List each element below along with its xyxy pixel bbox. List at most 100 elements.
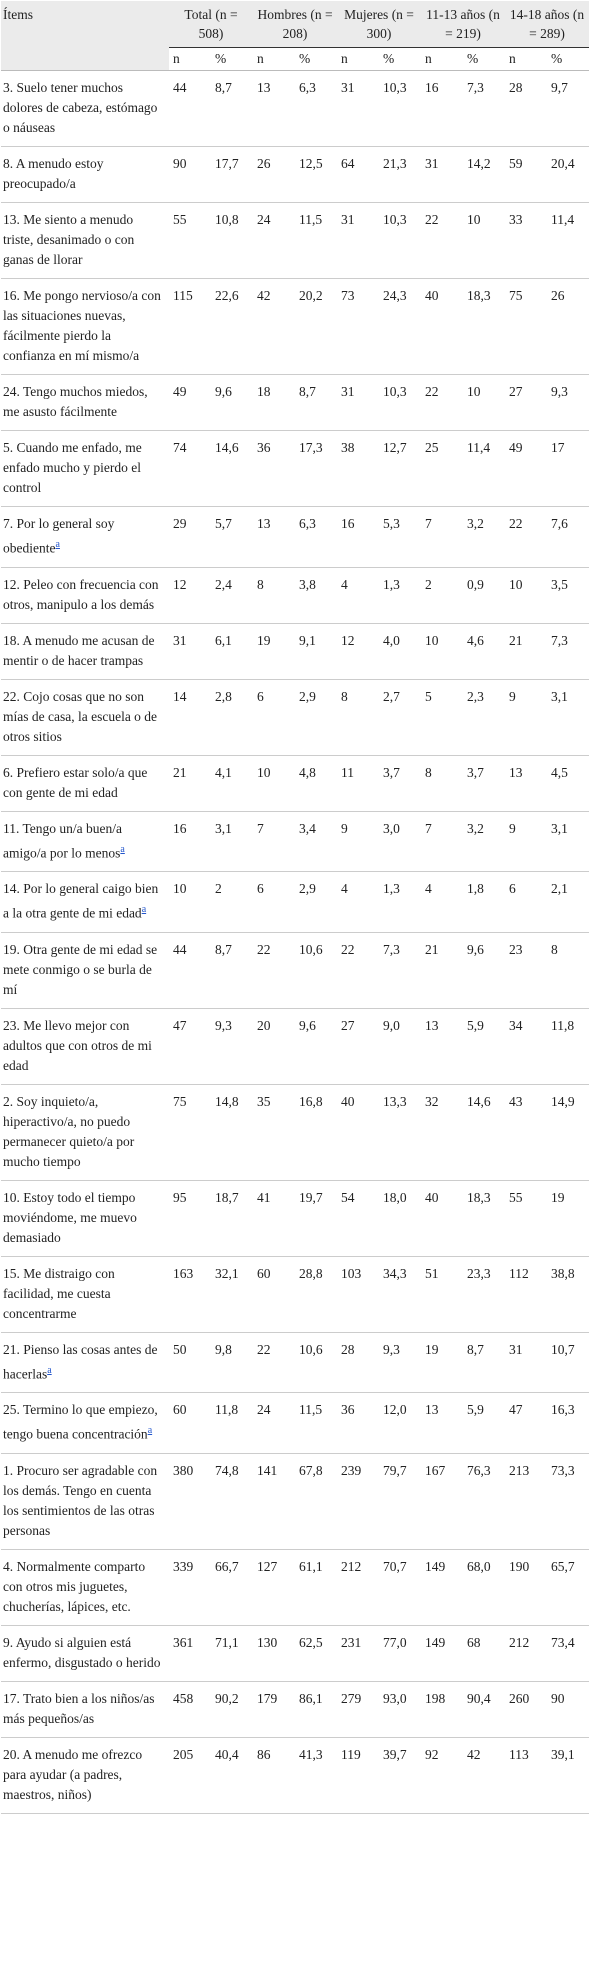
table-row: 24. Tengo muchos miedos, me asusto fácil… xyxy=(1,374,590,431)
footnote-link[interactable]: a xyxy=(120,843,125,855)
value-cell: 77,0 xyxy=(379,1625,422,1682)
value-cell: 5,7 xyxy=(211,506,253,568)
value-cell: 6,3 xyxy=(295,506,338,568)
value-cell: 13 xyxy=(253,506,295,568)
value-cell: 2,9 xyxy=(295,679,338,756)
table-row: 2. Soy inquieto/a, hiperactivo/a, no pue… xyxy=(1,1084,590,1181)
value-cell: 3,1 xyxy=(211,811,253,872)
subheader: n xyxy=(253,47,295,71)
value-cell: 12 xyxy=(337,623,380,680)
value-cell: 86,1 xyxy=(295,1681,338,1738)
value-cell: 41 xyxy=(253,1180,295,1257)
value-cell: 38 xyxy=(337,430,380,507)
value-cell: 11,4 xyxy=(463,430,506,507)
value-cell: 71,1 xyxy=(211,1625,253,1682)
value-cell: 103 xyxy=(337,1256,380,1333)
data-table: Ítems Total (n = 508) Hombres (n = 208) Mu… xyxy=(1,1,590,1814)
value-cell: 21,3 xyxy=(379,146,422,203)
footnote-link[interactable]: a xyxy=(55,539,60,550)
value-cell: 19 xyxy=(421,1332,464,1393)
subheader: % xyxy=(295,47,338,71)
value-cell: 74,8 xyxy=(211,1453,253,1550)
footnote-marker: a xyxy=(47,1364,51,1376)
table-row: 22. Cojo cosas que no son mías de casa, … xyxy=(1,679,590,756)
item-cell: 18. A menudo me acusan de mentir o de ha… xyxy=(1,623,169,680)
group-row: Ítems Total (n = 508) Hombres (n = 208) Mu… xyxy=(1,1,590,48)
value-cell: 10,3 xyxy=(379,70,422,147)
item-text: 6. Prefiero estar solo/a que con gente d… xyxy=(3,764,148,800)
value-cell: 70,7 xyxy=(379,1549,422,1626)
value-cell: 9,3 xyxy=(547,374,590,431)
value-cell: 16 xyxy=(337,506,380,568)
value-cell: 55 xyxy=(169,202,211,279)
value-cell: 40,4 xyxy=(211,1737,253,1814)
value-cell: 8,7 xyxy=(463,1332,506,1393)
value-cell: 31 xyxy=(337,374,380,431)
item-cell: 25. Termino lo que empiezo, tengo buena … xyxy=(1,1392,169,1454)
footnote-link[interactable]: a xyxy=(47,1364,52,1376)
value-cell: 13 xyxy=(421,1392,464,1454)
value-cell: 2,3 xyxy=(463,679,506,756)
value-cell: 3,7 xyxy=(463,755,506,812)
footnote-link[interactable]: a xyxy=(147,1425,153,1436)
footnote-link[interactable]: a xyxy=(141,904,147,915)
value-cell: 21 xyxy=(421,932,464,1009)
value-cell: 13 xyxy=(253,70,295,147)
value-cell: 73 xyxy=(337,278,380,375)
value-cell: 9,6 xyxy=(463,932,506,1009)
value-cell: 9,6 xyxy=(295,1008,338,1085)
value-cell: 10,8 xyxy=(211,202,253,279)
value-cell: 13,3 xyxy=(379,1084,422,1181)
item-text: 10. Estoy todo el tiempo moviéndome, me … xyxy=(3,1189,137,1245)
value-cell: 19 xyxy=(547,1180,590,1257)
item-cell: 8. A menudo estoy preocupado/a xyxy=(1,146,169,203)
value-cell: 18,7 xyxy=(211,1180,253,1257)
item-cell: 15. Me distraigo con facilidad, me cuest… xyxy=(1,1256,169,1333)
value-cell: 16 xyxy=(169,811,211,872)
value-cell: 22 xyxy=(421,374,464,431)
value-cell: 8 xyxy=(337,679,380,756)
value-cell: 16,8 xyxy=(295,1084,338,1181)
value-cell: 95 xyxy=(169,1180,211,1257)
table-header: Ítems Total (n = 508) Hombres (n = 208) Mu… xyxy=(1,1,590,71)
value-cell: 61,1 xyxy=(295,1549,338,1626)
item-cell: 20. A menudo me ofrezco para ayudar (a p… xyxy=(1,1737,169,1814)
value-cell: 18 xyxy=(253,374,295,431)
value-cell: 17,7 xyxy=(211,146,253,203)
table-row: 11. Tengo un/a buen/a amigo/a por lo men… xyxy=(1,811,590,872)
item-text: 20. A menudo me ofrezco para ayudar (a p… xyxy=(3,1746,143,1802)
item-cell: 12. Peleo con frecuencia con otros, mani… xyxy=(1,567,169,624)
value-cell: 8,7 xyxy=(211,932,253,1009)
value-cell: 33 xyxy=(505,202,548,279)
item-cell: 16. Me pongo nervioso/a con las situacio… xyxy=(1,278,169,375)
table-row: 25. Termino lo que empiezo, tengo buena … xyxy=(1,1392,590,1454)
footnote-marker: a xyxy=(148,1424,152,1436)
value-cell: 4 xyxy=(337,567,380,624)
table-row: 1. Procuro ser agradable con los demás. … xyxy=(1,1453,590,1550)
value-cell: 10,6 xyxy=(295,1332,338,1393)
value-cell: 141 xyxy=(253,1453,295,1550)
value-cell: 4,0 xyxy=(379,623,422,680)
value-cell: 8,7 xyxy=(295,374,338,431)
value-cell: 22 xyxy=(337,932,380,1009)
value-cell: 16 xyxy=(421,70,464,147)
value-cell: 4 xyxy=(337,871,380,933)
value-cell: 90,2 xyxy=(211,1681,253,1738)
item-cell: 23. Me llevo mejor con adultos que con o… xyxy=(1,1008,169,1085)
subheader: n xyxy=(421,47,464,71)
item-text: 24. Tengo muchos miedos, me asusto fácil… xyxy=(3,384,148,419)
footnote-marker: a xyxy=(120,843,124,855)
value-cell: 27 xyxy=(337,1008,380,1085)
item-text: 3. Suelo tener muchos dolores de cabeza,… xyxy=(3,80,158,135)
value-cell: 40 xyxy=(337,1084,380,1181)
value-cell: 10,6 xyxy=(295,932,338,1009)
value-cell: 8,7 xyxy=(211,70,253,147)
group-header: Total (n = 508) xyxy=(169,1,253,48)
value-cell: 28 xyxy=(505,70,548,147)
value-cell: 25 xyxy=(421,430,464,507)
item-text: 18. A menudo me acusan de mentir o de ha… xyxy=(3,632,155,668)
blank-cell xyxy=(1,47,169,71)
value-cell: 14,6 xyxy=(211,430,253,507)
value-cell: 1,8 xyxy=(463,871,506,933)
